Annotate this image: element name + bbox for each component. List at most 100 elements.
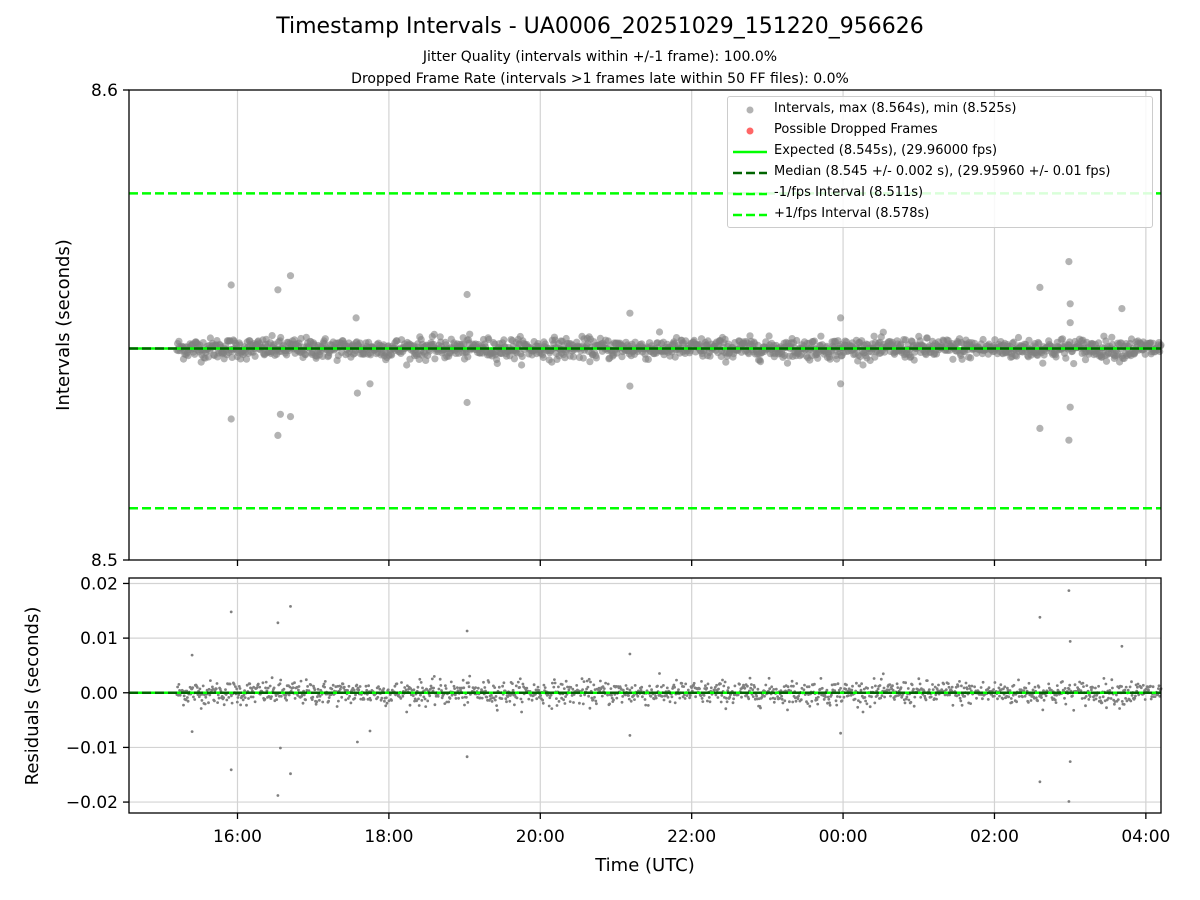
- residual-point: [287, 693, 291, 697]
- residual-point: [346, 689, 349, 692]
- x-tick-label-4: 00:00: [819, 827, 868, 847]
- residual-point: [1078, 680, 1081, 684]
- residual-point: [594, 699, 598, 703]
- interval-point: [206, 334, 214, 342]
- residual-point: [480, 688, 483, 692]
- interval-point: [500, 336, 508, 344]
- residual-point: [656, 684, 659, 688]
- residual-point: [369, 698, 372, 702]
- residual-point: [654, 696, 658, 700]
- residual-point: [760, 695, 764, 699]
- interval-point: [493, 359, 501, 368]
- residual-point: [537, 688, 541, 692]
- residual-point: [614, 685, 618, 688]
- residual-point: [796, 697, 800, 701]
- residual-point: [493, 686, 497, 689]
- residual-point: [258, 685, 262, 689]
- residual-point: [182, 703, 185, 707]
- residual-point: [620, 700, 624, 704]
- residual-point: [550, 707, 554, 710]
- residual-outlier-17: [1120, 644, 1124, 648]
- residual-point: [557, 700, 561, 703]
- residual-point: [443, 702, 447, 705]
- residual-point: [192, 695, 195, 699]
- residual-point: [1109, 697, 1113, 700]
- residual-point: [836, 695, 839, 698]
- residual-point: [237, 693, 241, 697]
- residual-point: [213, 699, 216, 703]
- residual-point: [859, 688, 863, 692]
- residual-point: [457, 696, 460, 700]
- residual-point: [970, 684, 974, 688]
- residual-point: [232, 682, 236, 686]
- residual-outlier-22: [190, 730, 194, 733]
- residual-point: [799, 698, 803, 702]
- residual-point: [482, 680, 485, 684]
- residual-point: [1015, 700, 1018, 704]
- residual-point: [660, 695, 664, 698]
- residual-point: [1153, 695, 1157, 698]
- residual-point: [316, 687, 320, 691]
- residual-point: [753, 685, 756, 689]
- interval-point: [466, 330, 474, 338]
- residual-point: [768, 687, 772, 691]
- residual-point: [495, 704, 498, 707]
- residual-point: [621, 695, 625, 698]
- residual-point: [349, 701, 353, 705]
- residual-point: [365, 688, 369, 692]
- residual-point: [252, 685, 256, 689]
- residual-point: [828, 703, 832, 707]
- residual-point: [567, 688, 571, 692]
- residual-point: [404, 688, 408, 692]
- residual-point: [1123, 688, 1127, 692]
- residual-point: [382, 687, 386, 690]
- residual-point: [412, 688, 416, 692]
- residual-point: [608, 702, 611, 706]
- residual-point: [417, 704, 421, 707]
- residual-point: [1090, 688, 1093, 692]
- residual-point: [720, 694, 724, 697]
- residual-point: [270, 676, 274, 680]
- residual-point: [342, 685, 346, 689]
- residual-point: [520, 700, 524, 704]
- residual-point: [803, 683, 806, 687]
- bottom-y-tick-label-3: 0.01: [80, 629, 118, 649]
- residual-point: [1151, 685, 1155, 689]
- residual-point: [239, 703, 243, 707]
- residual-point: [418, 677, 422, 681]
- residual-point: [927, 688, 931, 691]
- residual-point: [885, 688, 889, 692]
- residual-point: [604, 681, 607, 685]
- residual-point: [505, 700, 508, 704]
- residual-point: [675, 678, 678, 682]
- residual-point: [683, 697, 687, 700]
- residual-point: [1122, 703, 1126, 706]
- residual-point: [195, 686, 199, 689]
- residual-point: [791, 700, 795, 704]
- residual-point: [462, 686, 466, 690]
- residual-point: [770, 685, 774, 689]
- residual-point: [586, 685, 590, 689]
- residual-point: [780, 697, 784, 701]
- legend-marker-dropped: [746, 127, 754, 135]
- interval-outlier-22: [837, 380, 845, 388]
- residual-point: [981, 680, 985, 684]
- residual-point: [975, 696, 978, 700]
- residual-point: [956, 684, 960, 688]
- residual-point: [1055, 693, 1058, 697]
- residual-point: [963, 694, 967, 698]
- residual-point: [662, 684, 665, 687]
- residual-point: [516, 680, 520, 684]
- residual-point: [764, 683, 768, 687]
- residual-point: [291, 686, 295, 689]
- residual-point: [815, 698, 819, 701]
- residual-point: [1084, 695, 1088, 698]
- residual-point: [480, 696, 484, 700]
- interval-point: [1141, 350, 1149, 358]
- interval-outlier-11: [366, 380, 374, 388]
- residual-point: [702, 694, 706, 697]
- residual-point: [1006, 686, 1009, 690]
- x-tick-label-3: 22:00: [667, 827, 716, 847]
- interval-point: [579, 354, 587, 362]
- residual-point: [794, 699, 798, 703]
